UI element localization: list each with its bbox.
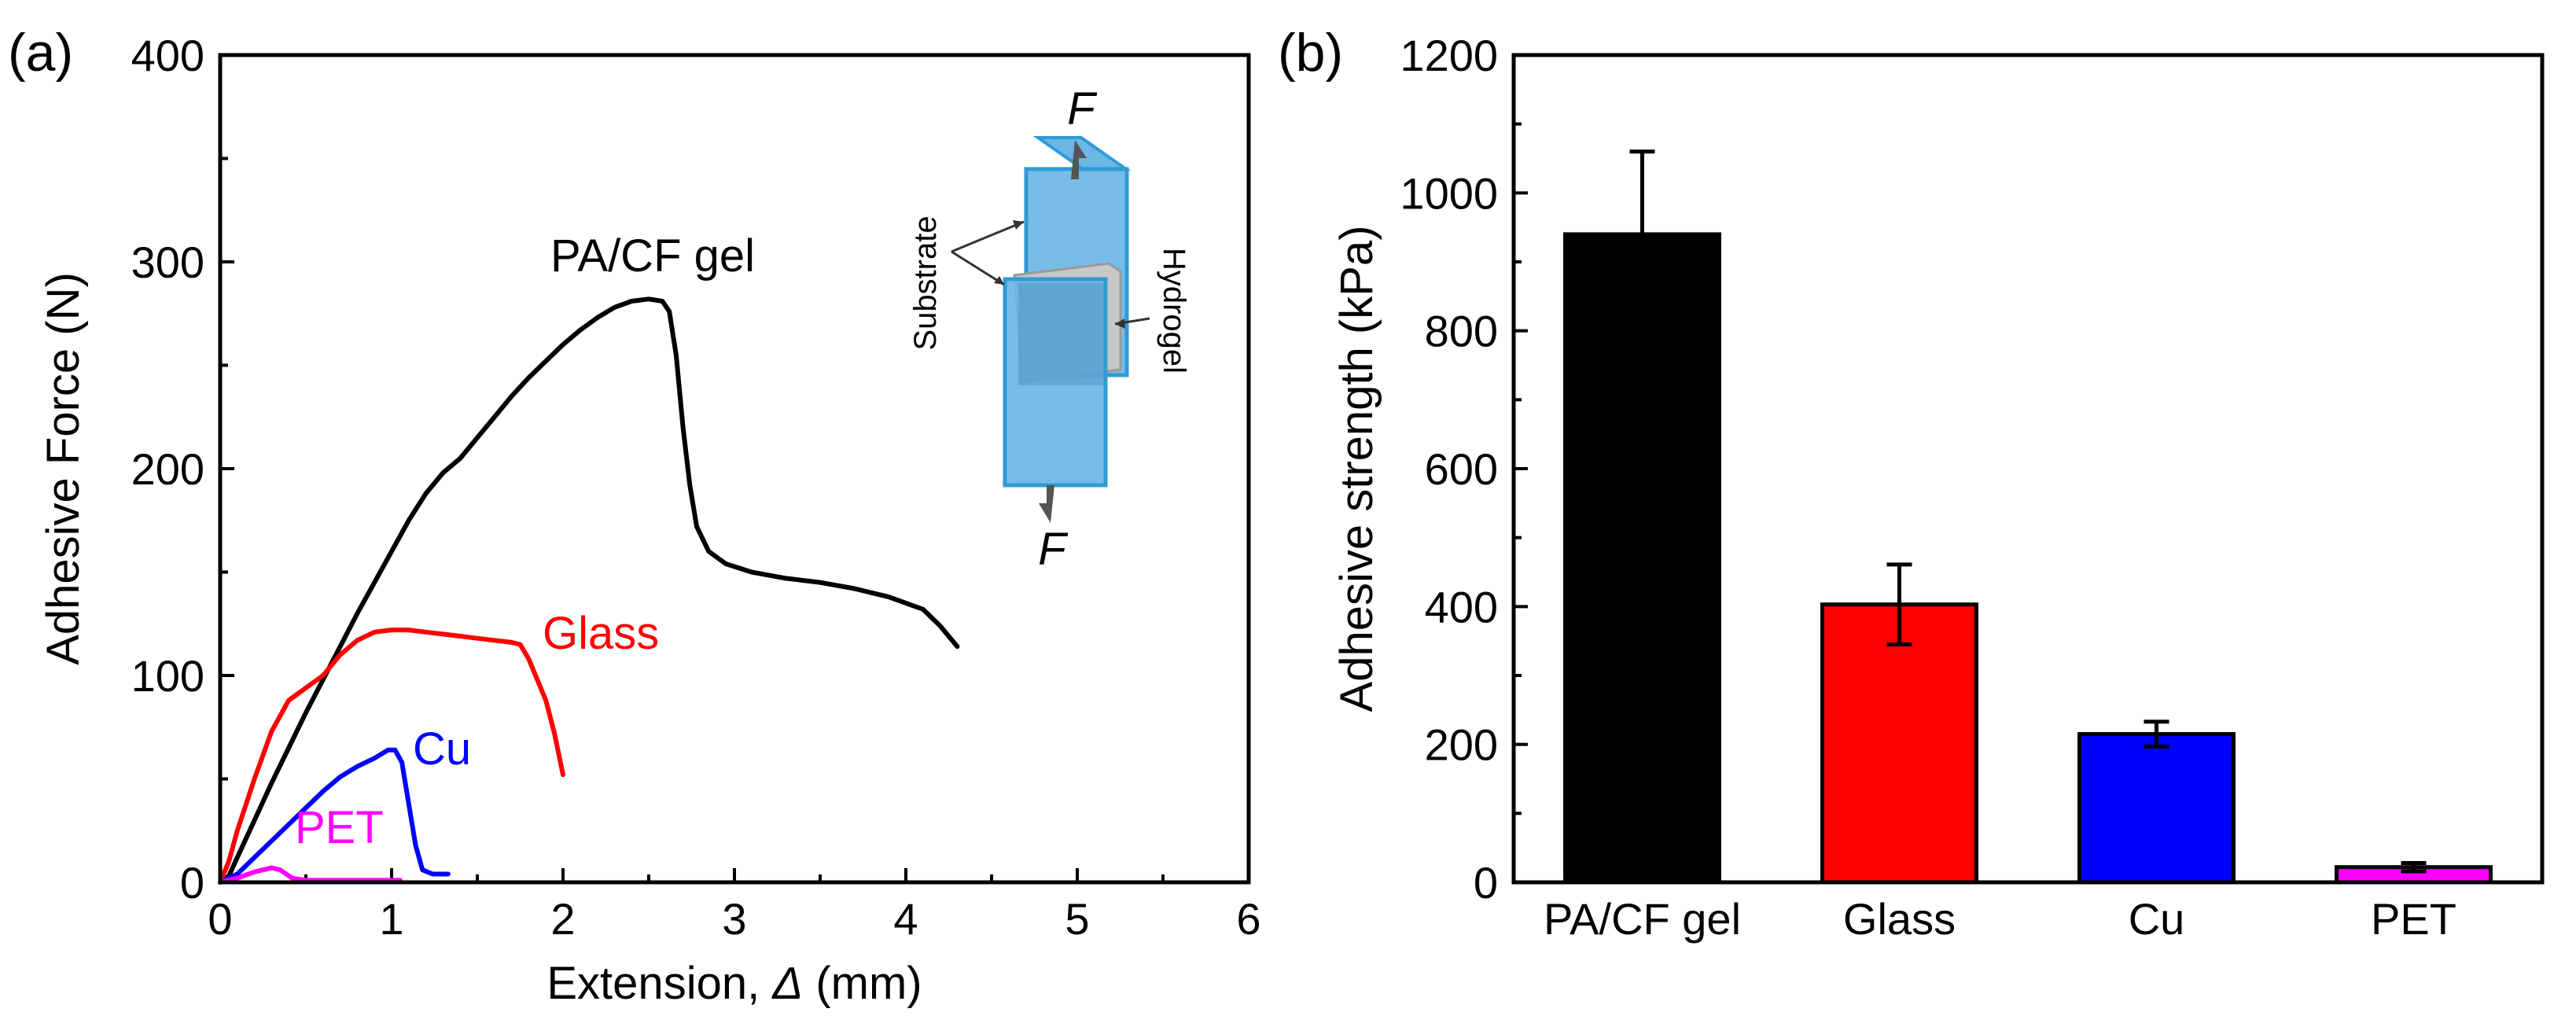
substrate-arrowhead-2 xyxy=(994,276,1004,285)
x-tick-label: 1 xyxy=(379,894,403,944)
series-label-glass: Glass xyxy=(543,608,659,659)
x-axis-label-symbol: Δ xyxy=(771,958,803,1009)
bar xyxy=(2077,732,2236,885)
y-tick-label: 400 xyxy=(1425,582,1498,631)
panel-b-bars xyxy=(1563,149,2493,885)
x-tick-label: Cu xyxy=(2129,894,2185,944)
y-tick-label: 400 xyxy=(131,31,204,80)
x-axis-label-text: Extension, xyxy=(546,958,772,1009)
front-substrate xyxy=(1003,277,1108,488)
x-axis-label-unit: (mm) xyxy=(803,958,922,1009)
y-tick-label: 200 xyxy=(131,444,204,494)
series-label-cu: Cu xyxy=(413,723,471,775)
x-tick-label: 5 xyxy=(1065,894,1089,944)
x-tick-label: 3 xyxy=(722,894,746,944)
y-tick-label: 100 xyxy=(131,651,204,701)
substrate-label: Substrate xyxy=(908,215,943,350)
y-tick-label: 200 xyxy=(1425,720,1498,770)
series-line-pa-cf-gel xyxy=(218,296,960,885)
arrow-up-icon xyxy=(1071,140,1087,179)
hydrogel-label: Hydrogel xyxy=(1157,248,1191,374)
force-label-bottom: F xyxy=(1038,524,1069,575)
panel-a-curves xyxy=(218,296,960,885)
x-tick-label: 4 xyxy=(893,894,918,944)
x-tick-label: 6 xyxy=(1236,894,1260,944)
panel-b-ticks: 0 200 400 600 800 1000 1200 PA/CF gel Glass Cu PET xyxy=(1400,31,2456,944)
overlap-region xyxy=(1018,283,1105,385)
x-tick-label: Glass xyxy=(1843,894,1956,944)
y-tick-label: 0 xyxy=(1474,858,1498,907)
substrate-pointer-1 xyxy=(951,220,1025,253)
series-line-cu xyxy=(218,747,451,885)
x-tick-label: 2 xyxy=(550,894,575,944)
arrow-down-icon xyxy=(1039,485,1054,523)
panel-b-label: (b) xyxy=(1278,23,1343,83)
x-tick-label: 0 xyxy=(208,894,232,944)
y-tick-label: 0 xyxy=(180,858,204,907)
force-label-top: F xyxy=(1067,83,1098,134)
series-line-glass xyxy=(218,628,565,885)
substrate-pointer-2 xyxy=(951,250,1005,286)
panel-a-frame xyxy=(218,53,1251,885)
y-tick-label: 1200 xyxy=(1400,31,1498,80)
y-tick-label: 800 xyxy=(1425,307,1498,356)
bar xyxy=(1820,602,1978,885)
y-tick-label: 1000 xyxy=(1400,168,1498,218)
panel-a-line-chart: (a) 0 1 2 3 4 5 6 0 100 200 300 400 PA/CF gel Glass… xyxy=(8,23,1261,1009)
x-tick-label: PA/CF gel xyxy=(1544,894,1741,944)
panel-a-label: (a) xyxy=(8,23,73,83)
panel-b-y-axis-label: Adhesive strength (kPa) xyxy=(1331,226,1382,712)
panel-a-ticks: 0 1 2 3 4 5 6 0 100 200 300 400 xyxy=(131,31,1261,944)
y-tick-label: 300 xyxy=(131,237,204,287)
inset-schematic: F F Substrate Hydrogel xyxy=(908,83,1191,575)
bar xyxy=(1563,232,1721,885)
panel-a-y-axis-label: Adhesive Force (N) xyxy=(38,272,89,665)
series-label-pacf: PA/CF gel xyxy=(550,230,755,282)
series-line-pet xyxy=(218,865,403,885)
y-tick-label: 600 xyxy=(1425,444,1498,494)
panel-b-frame xyxy=(1511,53,2545,885)
substrate-arrowhead-1 xyxy=(1013,220,1024,230)
hydrogel-arrowhead xyxy=(1115,318,1125,329)
panel-b-bar-chart: (b) 0 200 400 600 800 1000 1200 PA/CF gel Glass C… xyxy=(1278,23,2545,944)
series-label-pet: PET xyxy=(295,802,384,853)
x-tick-label: PET xyxy=(2371,894,2456,944)
panel-a-x-axis-label: Extension, Δ (mm) xyxy=(546,958,922,1009)
